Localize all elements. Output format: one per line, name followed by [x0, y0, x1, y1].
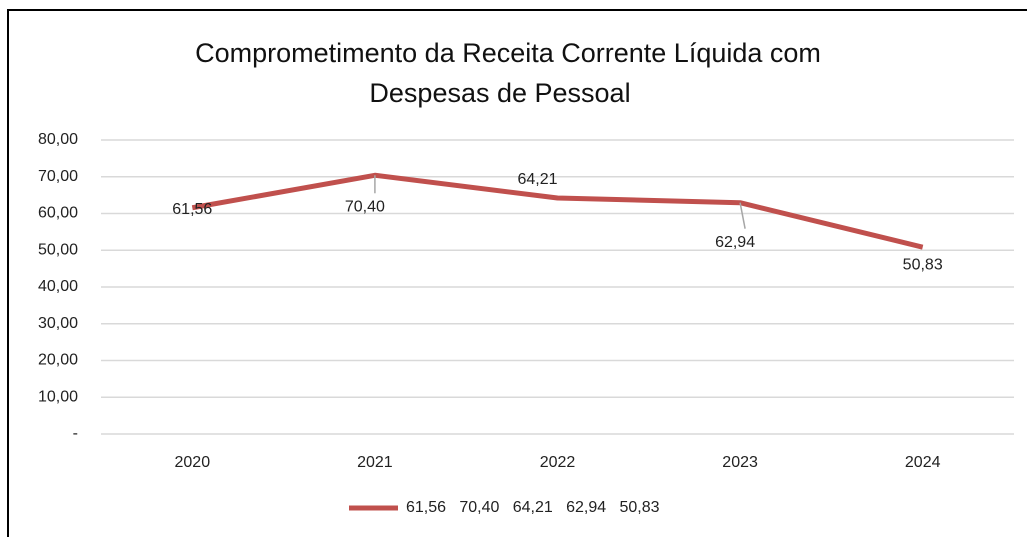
data-label: 61,56 [172, 201, 212, 218]
y-tick-label: - [73, 425, 78, 442]
y-tick-label: 50,00 [38, 241, 78, 258]
x-tick-label: 2020 [175, 454, 211, 471]
x-tick-label: 2022 [540, 454, 576, 471]
chart-title: Comprometimento da Receita Corrente Líqu… [195, 38, 821, 68]
data-label: 64,21 [517, 171, 557, 188]
line [191, 172, 924, 250]
y-tick-label: 20,00 [38, 352, 78, 369]
data-label: 50,83 [903, 256, 943, 273]
x-tick-label: 2021 [357, 454, 393, 471]
frame [7, 9, 1027, 537]
y-tick-label: 40,00 [38, 278, 78, 295]
y-tick-label: 70,00 [38, 168, 78, 185]
y-tick-label: 30,00 [38, 315, 78, 332]
chart-title: Despesas de Pessoal [369, 78, 630, 108]
x-tick-label: 2024 [905, 454, 941, 471]
y-tick-label: 60,00 [38, 205, 78, 222]
y-tick-label: 10,00 [38, 388, 78, 405]
y-tick-label: 80,00 [38, 131, 78, 148]
data-label: 62,94 [715, 234, 755, 251]
leader-line [739, 202, 746, 229]
legend-label: 61,56 70,40 64,21 62,94 50,83 [406, 499, 660, 516]
x-tick-label: 2023 [722, 454, 758, 471]
data-label: 70,40 [345, 198, 385, 215]
